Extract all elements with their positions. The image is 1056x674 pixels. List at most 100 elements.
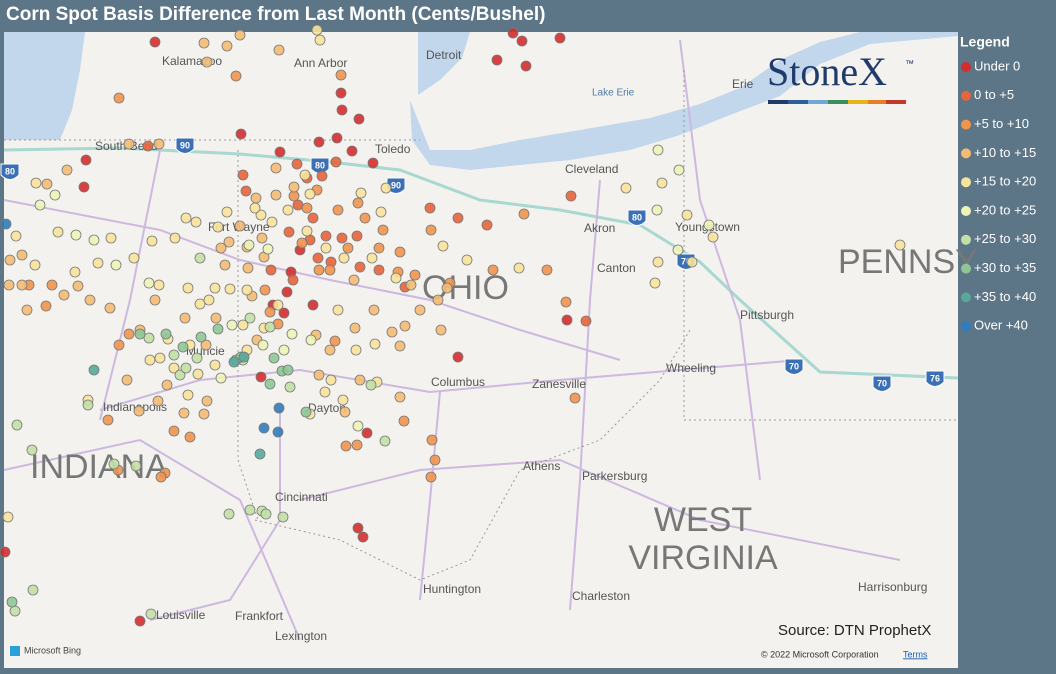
- location-dot: [201, 395, 213, 407]
- location-dot: [178, 407, 190, 419]
- location-dot: [234, 29, 246, 41]
- location-dot: [673, 164, 685, 176]
- legend-label: Under 0: [974, 58, 1020, 73]
- location-dot: [390, 272, 402, 284]
- location-dot: [554, 32, 566, 44]
- location-dot: [340, 440, 352, 452]
- location-dot: [292, 199, 304, 211]
- location-dot: [435, 324, 447, 336]
- location-dot: [398, 415, 410, 427]
- location-dot: [215, 242, 227, 254]
- shield-label: 80: [632, 212, 642, 222]
- location-dot: [357, 531, 369, 543]
- bing-logo: [10, 646, 20, 656]
- location-dot: [184, 431, 196, 443]
- location-dot: [672, 244, 684, 256]
- location-dot: [174, 369, 186, 381]
- location-dot: [40, 300, 52, 312]
- place: Zanesville: [532, 377, 586, 391]
- location-dot: [123, 138, 135, 150]
- location-dot: [134, 615, 146, 627]
- location-dot: [429, 454, 441, 466]
- location-dot: [72, 280, 84, 292]
- title: Corn Spot Basis Difference from Last Mon…: [6, 4, 545, 25]
- location-dot: [703, 219, 715, 231]
- place: Lake Erie: [592, 88, 635, 99]
- location-dot: [244, 504, 256, 516]
- location-dot: [61, 164, 73, 176]
- location-dot: [336, 104, 348, 116]
- location-dot: [143, 332, 155, 344]
- location-dot: [70, 229, 82, 241]
- location-dot: [3, 279, 15, 291]
- location-dot: [144, 354, 156, 366]
- location-dot: [238, 351, 250, 363]
- location-dot: [367, 157, 379, 169]
- legend-label: Over +40: [974, 318, 1028, 333]
- location-dot: [240, 185, 252, 197]
- location-dot: [425, 471, 437, 483]
- location-dot: [264, 321, 276, 333]
- location-dot: [325, 374, 337, 386]
- place: Louisville: [156, 608, 206, 622]
- location-dot: [58, 289, 70, 301]
- location-dot: [352, 420, 364, 432]
- legend-swatch: [961, 263, 971, 274]
- shield-icon: [0, 163, 20, 180]
- location-dot: [314, 34, 326, 46]
- location-dot: [190, 216, 202, 228]
- location-dot: [432, 294, 444, 306]
- location-dot: [681, 209, 693, 221]
- location-dot: [296, 237, 308, 249]
- location-dot: [16, 279, 28, 291]
- legend-label: +15 to +20: [974, 174, 1036, 189]
- location-dot: [78, 181, 90, 193]
- place: Pittsburgh: [740, 308, 794, 322]
- location-dot: [235, 128, 247, 140]
- place: Akron: [584, 221, 615, 235]
- location-dot: [102, 414, 114, 426]
- shield-icon: [175, 137, 195, 154]
- location-dot: [259, 284, 271, 296]
- location-dot: [168, 362, 180, 374]
- location-dot: [145, 608, 157, 620]
- location-dot: [30, 177, 42, 189]
- location-dot: [272, 426, 284, 438]
- place: Huntington: [423, 582, 481, 596]
- legend-swatch: [961, 321, 971, 332]
- terms-link[interactable]: Terms: [903, 649, 928, 659]
- location-dot: [11, 419, 23, 431]
- location-dot: [256, 232, 268, 244]
- location-dot: [394, 391, 406, 403]
- shield-icon: [784, 358, 804, 375]
- location-dot: [366, 252, 378, 264]
- place: Parkersburg: [582, 469, 647, 483]
- location-dot: [180, 362, 192, 374]
- location-dot: [143, 277, 155, 289]
- location-dot: [894, 239, 906, 251]
- logo: StoneX ™: [767, 49, 914, 104]
- location-dot: [361, 427, 373, 439]
- place: Cleveland: [565, 162, 618, 176]
- legend-swatch: [961, 206, 971, 216]
- location-dot: [262, 243, 274, 255]
- shield-label: 70: [789, 361, 799, 371]
- location-dot: [441, 282, 453, 294]
- shield-label: 90: [391, 180, 401, 190]
- location-dot: [335, 87, 347, 99]
- location-dot: [649, 277, 661, 289]
- location-dot: [212, 221, 224, 233]
- location-dot: [10, 230, 22, 242]
- location-dot: [255, 371, 267, 383]
- location-dot: [153, 279, 165, 291]
- location-dot: [9, 605, 21, 617]
- location-dot: [337, 394, 349, 406]
- location-dot: [210, 312, 222, 324]
- legend-label: +5 to +10: [974, 116, 1029, 131]
- location-dot: [330, 156, 342, 168]
- location-dot: [191, 352, 203, 364]
- location-dot: [332, 204, 344, 216]
- location-dot: [27, 584, 39, 596]
- legend-swatch: [961, 177, 971, 188]
